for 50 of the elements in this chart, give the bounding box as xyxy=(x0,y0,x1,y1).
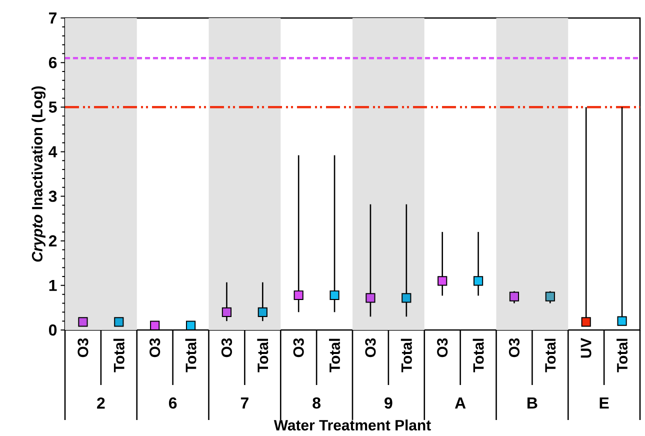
x-tick-label: Total xyxy=(185,338,196,372)
point xyxy=(258,307,268,317)
point xyxy=(114,317,124,327)
point xyxy=(438,276,448,286)
y-tick-label: 5 xyxy=(48,102,57,113)
point xyxy=(150,320,160,330)
x-tick-label: Total xyxy=(616,338,628,372)
text: B xyxy=(528,398,538,408)
x-tick-label: Total xyxy=(329,338,340,372)
x-tick-label: O3 xyxy=(365,338,376,358)
text: 6 xyxy=(168,397,177,409)
x-tick-label: O3 xyxy=(293,338,304,358)
point xyxy=(402,293,412,303)
y-tick-label: 3 xyxy=(48,190,57,202)
y-tick-label: 2 xyxy=(48,235,57,246)
point xyxy=(509,292,520,302)
text: 7 xyxy=(240,398,248,408)
y-tick-label: 0 xyxy=(48,324,57,336)
text: A xyxy=(454,398,466,408)
x-tick-label: O3 xyxy=(437,338,448,358)
x-tick-label: Total xyxy=(257,338,268,372)
x-tick-label: O3 xyxy=(508,338,520,358)
x-tick-label: O3 xyxy=(221,338,232,358)
point xyxy=(617,316,627,326)
point xyxy=(222,307,232,317)
x-tick-label: Total xyxy=(400,338,412,372)
point xyxy=(78,317,88,327)
text: 2 xyxy=(97,397,105,409)
point xyxy=(581,317,591,327)
point xyxy=(473,276,484,286)
x-tick-label: Total xyxy=(544,338,556,372)
point xyxy=(330,290,340,300)
y-tick-label: 4 xyxy=(48,146,58,158)
text: E xyxy=(600,398,609,408)
point xyxy=(294,290,304,300)
y-tick-label: 6 xyxy=(48,56,57,68)
x-axis-title: Water Treatment Plant xyxy=(274,420,431,430)
y-tick-label: 1 xyxy=(49,280,57,291)
y-tick-label: 7 xyxy=(49,12,57,24)
x-tick-label: O3 xyxy=(78,338,88,358)
text: 8 xyxy=(312,397,321,409)
x-tick-label: Total xyxy=(472,338,484,372)
text: 9 xyxy=(384,397,392,409)
y-axis-title: Crypto Inactivation (Log) xyxy=(32,86,46,262)
x-tick-label: Total xyxy=(113,338,124,372)
point xyxy=(545,292,555,302)
point xyxy=(186,320,196,330)
x-tick-label: O3 xyxy=(150,338,160,358)
x-tick-label: UV xyxy=(580,338,592,358)
point xyxy=(366,293,376,303)
